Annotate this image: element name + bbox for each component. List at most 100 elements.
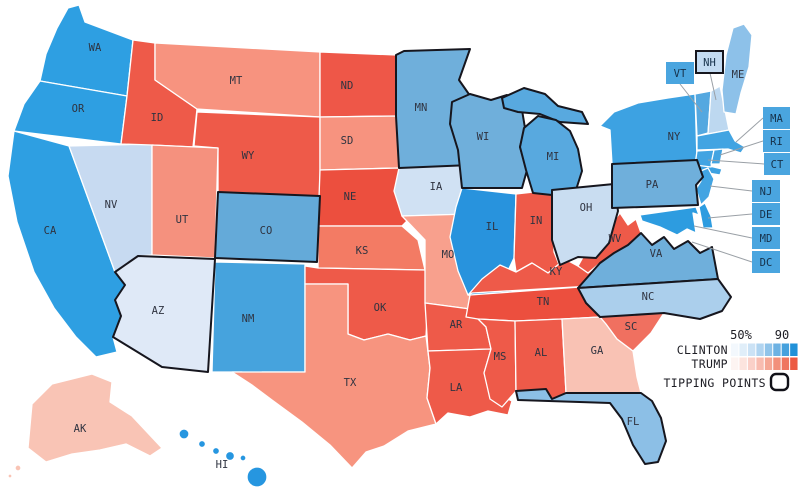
state-label-il: IL (486, 221, 499, 233)
state-label-oh: OH (580, 202, 593, 214)
state-label-nm: NM (242, 313, 255, 325)
state-box-nj[interactable]: NJ (752, 180, 780, 202)
state-label-mt: MT (230, 75, 243, 87)
state-co[interactable] (214, 191, 321, 263)
state-box-ri[interactable]: RI (763, 130, 790, 152)
state-label-al: AL (535, 347, 548, 359)
legend-clinton-cell (739, 343, 747, 356)
legend-clinton-cell (756, 343, 764, 356)
state-box-de[interactable]: DE (752, 203, 780, 225)
leader-lines-layer (679, 72, 765, 263)
state-label-ar: AR (450, 319, 463, 331)
legend-clinton-label: CLINTON (677, 343, 728, 357)
state-box-label-ri: RI (770, 136, 783, 148)
state-label-ga: GA (591, 345, 604, 357)
state-label-hi: HI (216, 459, 229, 471)
state-label-ky: KY (550, 266, 563, 278)
state-box-md[interactable]: MD (752, 227, 780, 249)
state-box-nh[interactable]: NH (695, 50, 724, 74)
state-wa[interactable] (39, 4, 134, 97)
legend-trump-label: TRUMP (691, 357, 728, 371)
legend-trump-cell (764, 357, 773, 370)
tipping-point-icon (769, 372, 790, 392)
legend-clinton-cell (790, 343, 798, 356)
state-label-mo: MO (442, 249, 455, 261)
state-box-label-nj: NJ (760, 186, 773, 198)
state-box-label-ma: MA (770, 113, 783, 125)
state-box-ct[interactable]: CT (764, 153, 790, 175)
state-me[interactable] (721, 23, 753, 115)
state-or[interactable] (13, 80, 128, 145)
legend-scale-min: 50% (730, 328, 752, 342)
state-label-ny: NY (668, 131, 681, 143)
state-label-la: LA (450, 382, 463, 394)
leader-line-de (707, 213, 753, 219)
state-ak[interactable] (7, 373, 163, 479)
state-ma[interactable] (696, 129, 746, 154)
leader-line-nh (709, 72, 717, 101)
state-al[interactable] (514, 318, 567, 400)
state-mi[interactable] (501, 87, 589, 196)
small-state-boxes-layer: VT NH MA RI CT NJ DE MD DC (666, 50, 790, 273)
state-nd[interactable] (319, 51, 397, 118)
state-label-ca: CA (44, 225, 57, 237)
state-label-sd: SD (341, 135, 354, 147)
state-fl[interactable] (515, 388, 667, 465)
legend-trump-cell (781, 357, 790, 370)
state-de[interactable] (698, 202, 714, 229)
legend-trump-cell (739, 357, 747, 370)
state-nc[interactable] (577, 278, 732, 320)
state-label-ks: KS (356, 245, 369, 257)
legend-color-scale (731, 343, 798, 370)
state-label-tx: TX (344, 377, 357, 389)
legend-clinton-cell (781, 343, 790, 356)
legend-clinton-cell (731, 343, 739, 356)
state-ks[interactable] (317, 225, 426, 271)
state-box-label-vt: VT (674, 68, 687, 80)
state-box-dc[interactable]: DC (752, 251, 780, 273)
state-label-ut: UT (176, 214, 189, 226)
legend-trump-cell (790, 357, 798, 370)
state-label-or: OR (72, 103, 85, 115)
state-label-co: CO (260, 225, 273, 237)
legend-tipping-label: TIPPING POINTS (663, 376, 766, 390)
state-box-vt[interactable]: VT (666, 62, 694, 84)
state-mt[interactable] (154, 42, 321, 118)
state-box-label-md: MD (760, 233, 773, 245)
legend-trump-cell (773, 357, 781, 370)
state-label-wa: WA (89, 42, 102, 54)
state-box-label-dc: DC (760, 257, 773, 269)
state-label-nc: NC (642, 291, 655, 303)
state-label-id: ID (151, 112, 164, 124)
state-label-ia: IA (430, 181, 443, 193)
state-label-tn: TN (537, 296, 550, 308)
state-sd[interactable] (319, 115, 400, 171)
state-az[interactable] (112, 255, 216, 373)
state-label-pa: PA (646, 179, 659, 191)
states-layer (7, 4, 753, 488)
state-pa[interactable] (611, 159, 704, 209)
state-label-fl: FL (627, 416, 640, 428)
state-box-label-ct: CT (771, 159, 784, 171)
state-label-in: IN (530, 215, 543, 227)
state-label-az: AZ (152, 305, 165, 317)
state-ut[interactable] (151, 144, 219, 259)
state-nm[interactable] (211, 261, 306, 381)
state-label-ak: AK (74, 423, 87, 435)
legend: 50% 90 CLINTON TRUMP TIPPING POINTS (663, 328, 798, 392)
state-box-ma[interactable]: MA (763, 107, 790, 129)
legend-clinton-cell (764, 343, 773, 356)
state-box-label-de: DE (760, 209, 773, 221)
leader-line-dc (691, 241, 753, 263)
legend-clinton-cell (773, 343, 781, 356)
state-label-mn: MN (415, 102, 428, 114)
leader-line-vt (679, 83, 703, 113)
legend-trump-cell (756, 357, 764, 370)
state-va[interactable] (577, 232, 719, 289)
state-hi[interactable] (178, 428, 268, 488)
legend-trump-cell (747, 357, 756, 370)
state-md[interactable] (639, 206, 700, 236)
state-tx[interactable] (231, 283, 437, 469)
leader-line-ct (707, 159, 765, 165)
